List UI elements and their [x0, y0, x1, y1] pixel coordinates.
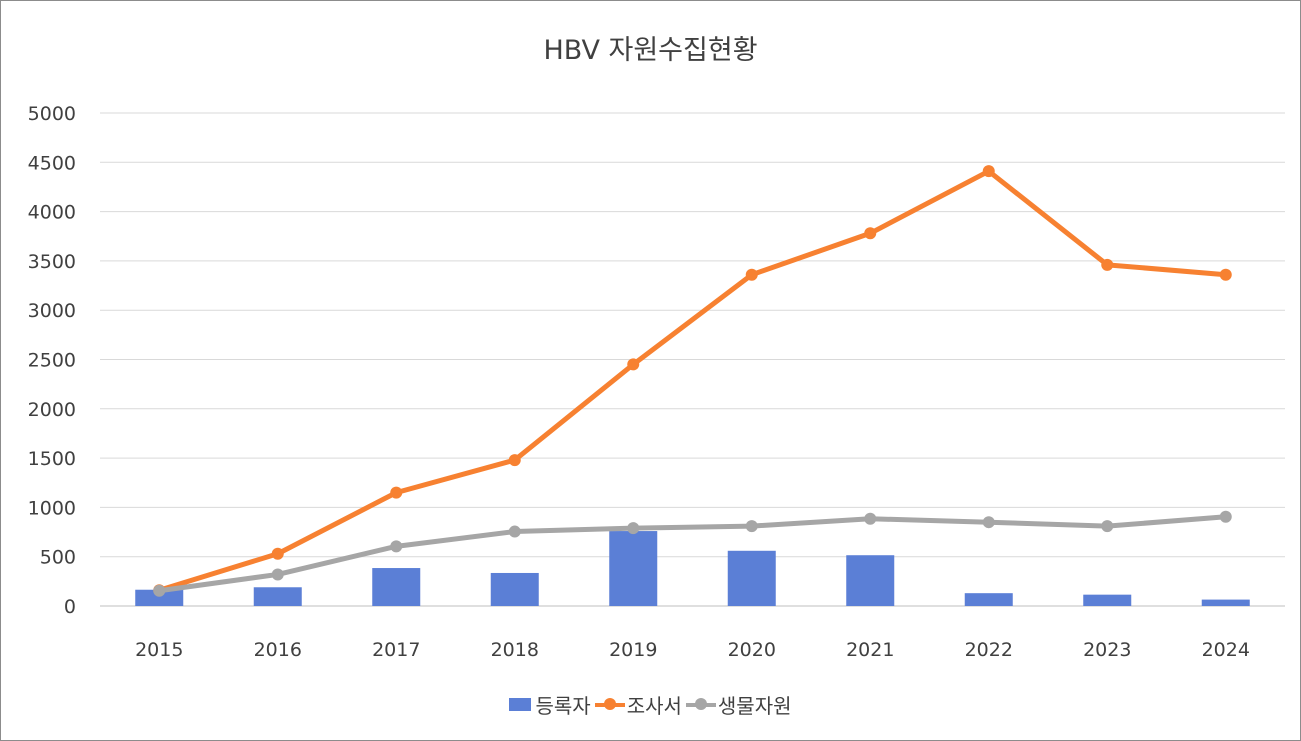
legend-item-questionnaires: 조사서	[594, 690, 682, 719]
y-tick-label: 2000	[28, 399, 76, 421]
bar	[727, 550, 776, 606]
data-point	[864, 512, 877, 525]
legend-label-questionnaires: 조사서	[626, 694, 682, 718]
data-point	[627, 522, 640, 535]
bar	[253, 587, 302, 606]
y-tick-label: 1500	[28, 448, 76, 470]
data-point	[982, 516, 995, 529]
data-point	[1101, 258, 1114, 271]
data-point	[390, 486, 403, 499]
data-point	[1219, 268, 1232, 281]
x-tick-label: 2021	[846, 639, 894, 661]
y-tick-label: 4000	[28, 202, 76, 224]
legend-swatch-line	[594, 697, 625, 710]
x-tick-label: 2018	[491, 639, 539, 661]
x-tick-label: 2022	[965, 639, 1013, 661]
data-point	[1101, 520, 1114, 533]
x-tick-label: 2016	[254, 639, 302, 661]
y-tick-label: 500	[40, 547, 76, 569]
x-tick-label: 2019	[609, 639, 657, 661]
series-line	[156, 168, 1229, 593]
bar	[846, 555, 895, 606]
line-series	[153, 165, 1232, 597]
legend-item-registrants: 등록자	[509, 690, 591, 719]
legend-label-registrants: 등록자	[535, 694, 591, 718]
data-point	[390, 540, 403, 553]
y-tick-label: 4500	[28, 152, 76, 174]
y-tick-label: 0	[64, 596, 76, 618]
gridlines	[100, 112, 1285, 607]
y-tick-label: 1000	[28, 497, 76, 519]
x-tick-label: 2017	[372, 639, 420, 661]
bar	[1083, 594, 1132, 606]
data-point	[271, 547, 284, 560]
bar	[372, 568, 421, 606]
bar-series	[135, 531, 1250, 606]
y-axis-ticks: 0 500 1000 1500 2000 2500 3000 3500 4000 4500 5000	[28, 103, 76, 618]
bar	[609, 531, 658, 606]
data-point	[1219, 510, 1232, 523]
legend: 등록자 조사서 생물자원	[0, 690, 1301, 719]
data-point	[508, 454, 521, 467]
y-tick-label: 3500	[28, 251, 76, 273]
data-point	[745, 520, 758, 533]
x-tick-label: 2024	[1202, 639, 1250, 661]
chart-title: HBV 자원수집현황	[543, 35, 758, 66]
x-tick-label: 2023	[1083, 639, 1131, 661]
legend-swatch-bar	[509, 698, 532, 711]
bar	[964, 593, 1013, 606]
y-tick-label: 5000	[28, 103, 76, 125]
data-point	[153, 584, 166, 597]
x-axis-ticks: 2015 2016 2017 2018 2019 2020 2021 2022 2023 2024	[135, 639, 1250, 661]
data-point	[508, 525, 521, 538]
series-line	[156, 514, 1229, 594]
legend-swatch-line	[685, 697, 716, 710]
data-point	[627, 358, 640, 371]
data-point	[745, 268, 758, 281]
bar	[1201, 599, 1250, 606]
data-point	[271, 568, 284, 581]
y-tick-label: 3000	[28, 300, 76, 322]
bar	[135, 589, 184, 606]
data-point	[864, 227, 877, 240]
bar	[490, 572, 539, 606]
x-tick-label: 2020	[728, 639, 776, 661]
x-tick-label: 2015	[135, 639, 183, 661]
y-tick-label: 2500	[28, 350, 76, 372]
legend-label-bioresources: 생물자원	[717, 694, 792, 718]
data-point	[982, 165, 995, 178]
legend-item-bioresources: 생물자원	[685, 690, 792, 719]
